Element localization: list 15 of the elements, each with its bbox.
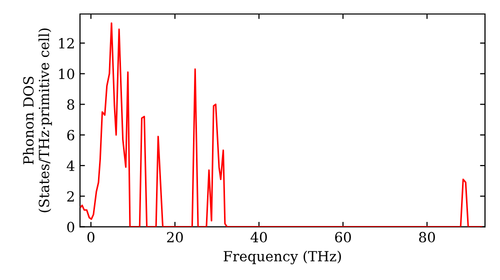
y-tick-label: 12: [59, 38, 74, 48]
y-tick-label: 6: [67, 130, 74, 140]
x-axis-title: Frequency (THz): [224, 250, 341, 264]
y-tick-label: 10: [59, 68, 74, 80]
line-series: [80, 22, 482, 227]
x-tick-label: 60: [335, 232, 351, 242]
x-tick-label: 20: [167, 232, 183, 242]
x-tick-label: 0: [87, 232, 94, 242]
y-tick-label: 4: [66, 160, 74, 171]
x-tick-label: 40: [250, 232, 267, 242]
x-tick-label: 80: [419, 232, 435, 242]
y-tick-label: 0: [67, 222, 74, 232]
y-tick-label: 2: [67, 191, 74, 202]
y-tick-label: 8: [67, 99, 74, 110]
y-axis-title: Phonon DOS (States/THz·primitive cell): [22, 28, 52, 212]
